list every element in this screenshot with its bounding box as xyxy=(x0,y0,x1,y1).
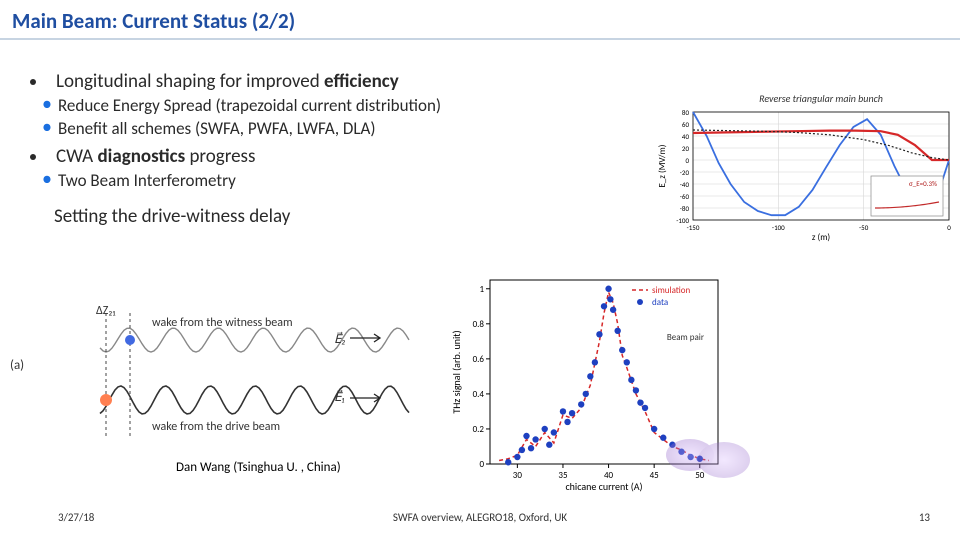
svg-text:-40: -40 xyxy=(680,180,690,189)
slide-title: Main Beam: Current Status (2/2) xyxy=(0,0,960,40)
footer-page: 13 xyxy=(919,511,930,524)
svg-text:-100: -100 xyxy=(772,223,785,232)
svg-text:data: data xyxy=(652,297,668,308)
svg-text:-60: -60 xyxy=(680,192,690,201)
svg-text:45: 45 xyxy=(650,470,660,481)
svg-text:0.4: 0.4 xyxy=(473,389,485,400)
drive-label: wake from the drive beam xyxy=(152,420,280,434)
footer-date: 3/27/18 xyxy=(58,511,94,524)
svg-text:THz signal (arb. unit): THz signal (arb. unit) xyxy=(450,330,463,413)
svg-text:0.6: 0.6 xyxy=(473,354,485,365)
credit: Dan Wang (Tsinghua U. , China) xyxy=(176,460,341,475)
svg-text:40: 40 xyxy=(682,132,690,141)
bullet-bold: efficiency xyxy=(324,70,399,93)
svg-text:0.8: 0.8 xyxy=(473,319,485,330)
bullet-longitudinal: Longitudinal shaping for improved effici… xyxy=(30,70,940,93)
svg-text:0.2: 0.2 xyxy=(473,424,485,435)
footer-mid: SWFA overview, ALEGRO18, Oxford, UK xyxy=(393,511,567,524)
beam-pair-icon xyxy=(660,420,760,490)
svg-text:chicane current (A): chicane current (A) xyxy=(565,480,642,493)
ez-chart: Reverse triangular main bunch -100 -80 -60 -… xyxy=(655,92,955,242)
svg-text:0: 0 xyxy=(685,156,689,165)
svg-text:Beam pair: Beam pair xyxy=(667,332,704,343)
svg-text:30: 30 xyxy=(513,470,523,481)
bullet-text: Longitudinal shaping for improved xyxy=(56,70,324,93)
e2-label: E⃗₂ xyxy=(334,332,346,347)
svg-text:-50: -50 xyxy=(859,223,869,232)
svg-text:σ_E=0.3%: σ_E=0.3% xyxy=(909,179,937,188)
svg-text:Reverse triangular main bunch: Reverse triangular main bunch xyxy=(759,92,883,105)
bullet-text: progress xyxy=(185,145,255,168)
svg-text:z (m): z (m) xyxy=(812,232,831,242)
e1-label: E⃗₁ xyxy=(334,390,345,405)
svg-text:60: 60 xyxy=(682,120,690,129)
svg-text:0: 0 xyxy=(947,223,951,232)
svg-text:0: 0 xyxy=(479,459,484,470)
delta-z-label: ΔZ₂₁ xyxy=(96,304,115,318)
svg-text:80: 80 xyxy=(682,108,690,117)
svg-text:20: 20 xyxy=(682,144,690,153)
svg-text:-80: -80 xyxy=(680,204,690,213)
svg-text:-150: -150 xyxy=(687,223,700,232)
bullet-text: CWA xyxy=(56,145,97,168)
svg-text:1: 1 xyxy=(479,284,484,295)
svg-text:-20: -20 xyxy=(680,168,690,177)
svg-text:E_z (MV/m): E_z (MV/m) xyxy=(657,144,668,187)
bullet-bold: diagnostics xyxy=(97,145,185,168)
svg-text:simulation: simulation xyxy=(652,285,691,296)
witness-label: wake from the witness beam xyxy=(152,316,293,330)
diagram-a-label: (a) xyxy=(10,358,24,373)
